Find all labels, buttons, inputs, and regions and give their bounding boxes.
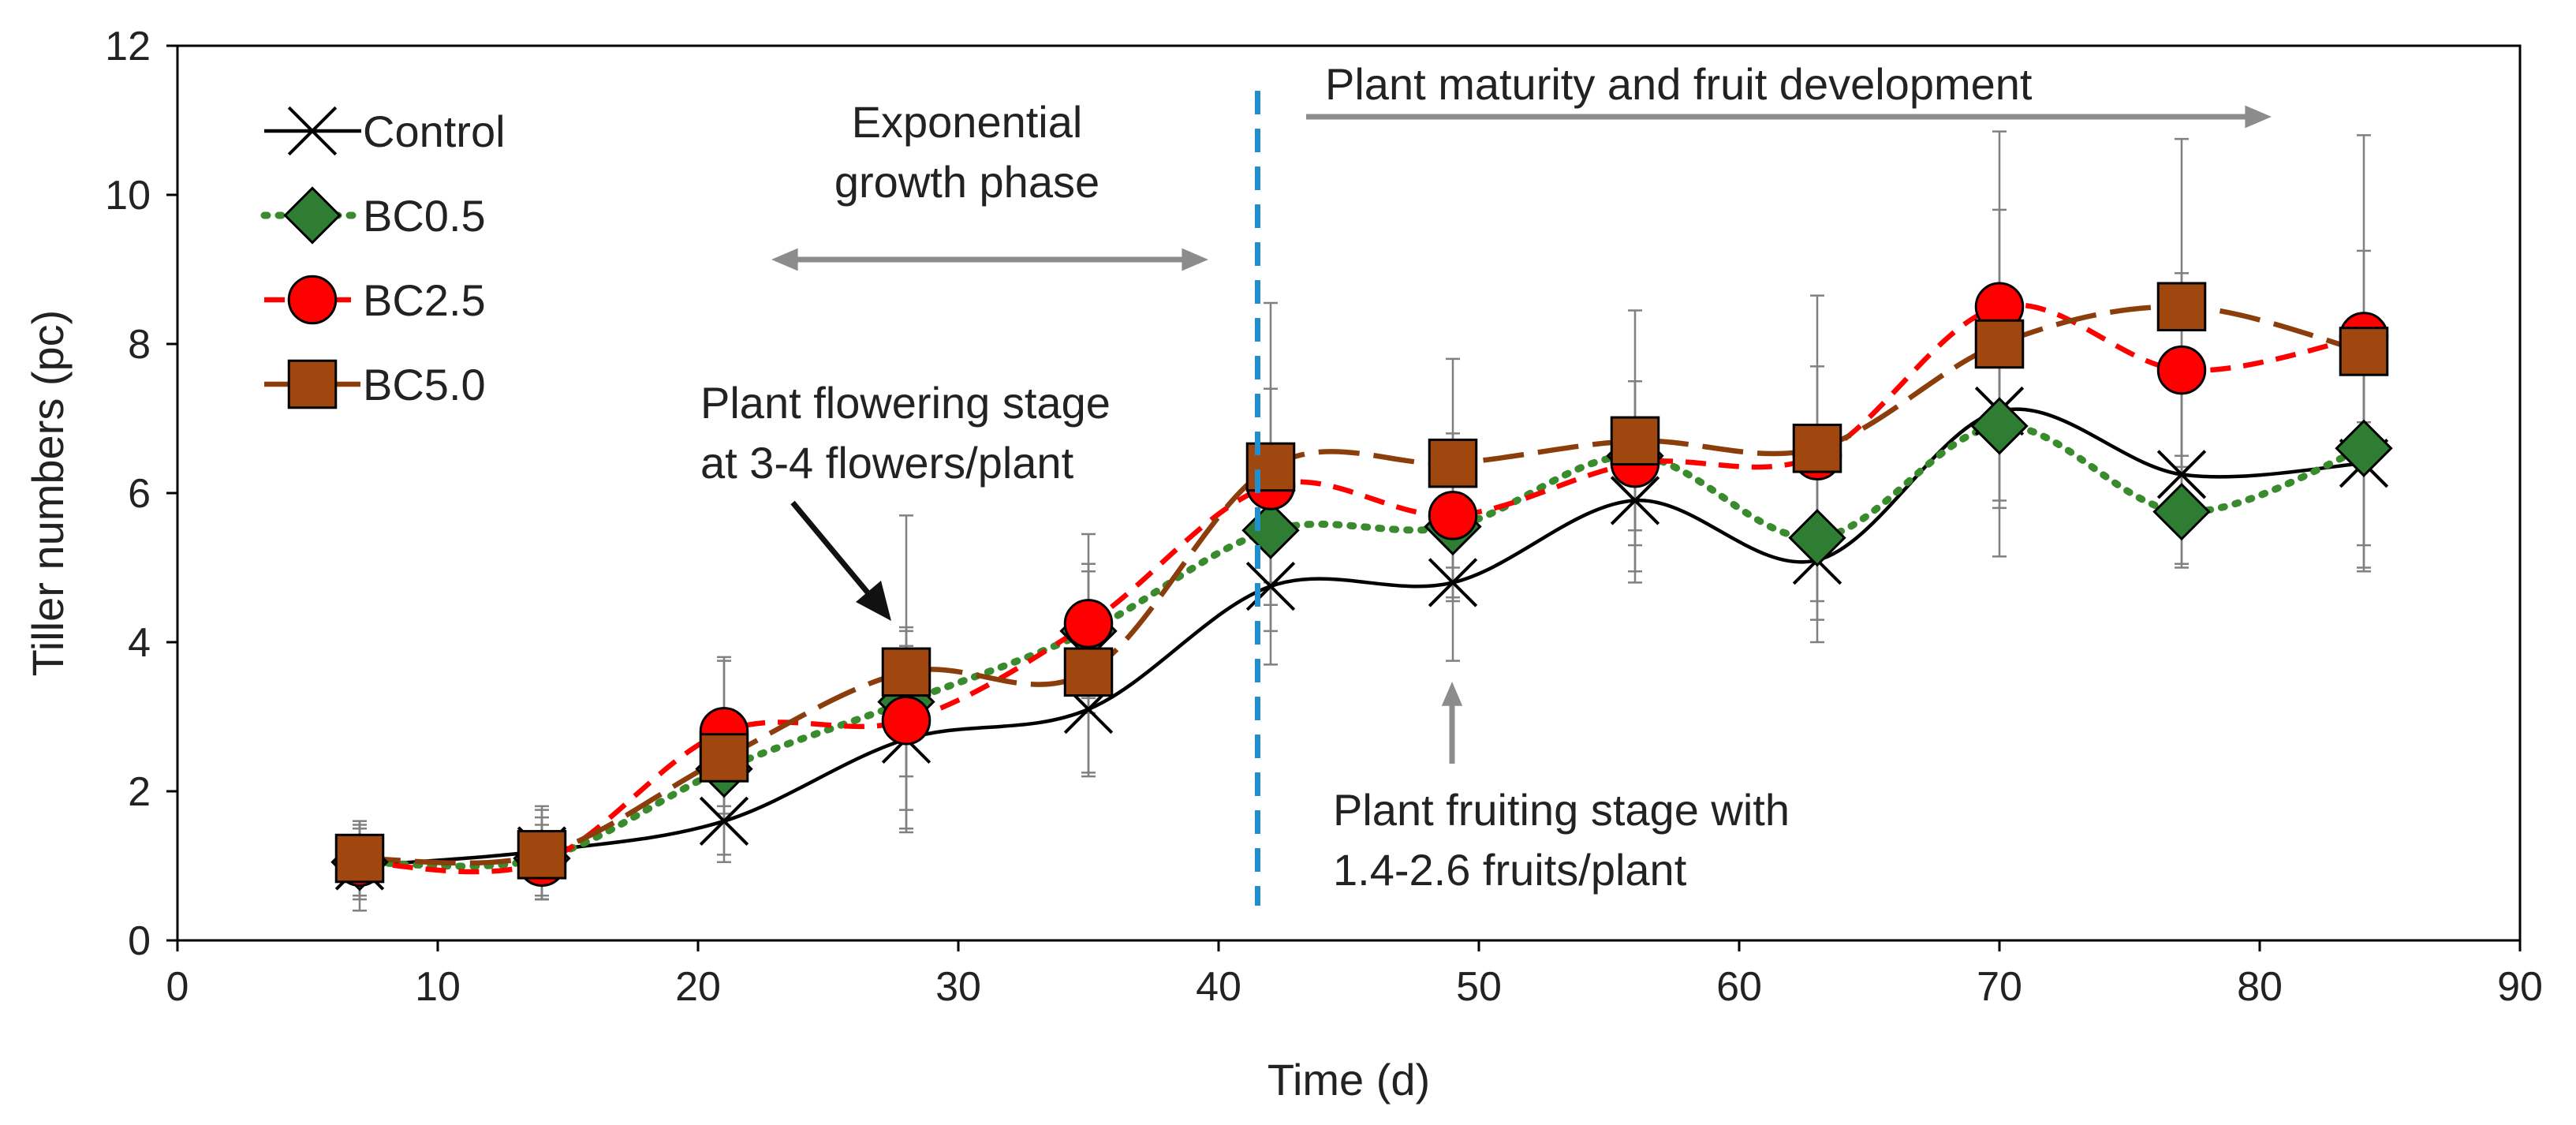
y-tick-label: 2 <box>128 769 151 815</box>
legend-label-bc5-0: BC5.0 <box>363 360 486 409</box>
x-tick-label: 50 <box>1456 964 1502 1010</box>
data-point-bc5-0 <box>517 830 567 880</box>
y-tick-label: 8 <box>128 322 151 368</box>
x-tick-label: 0 <box>166 964 189 1010</box>
x-tick-label: 60 <box>1716 964 1762 1010</box>
data-point-bc5-0 <box>334 833 385 884</box>
growth-phase-label-line2: growth phase <box>834 157 1099 207</box>
x-tick-label: 10 <box>415 964 461 1010</box>
data-point-control <box>1610 476 1660 525</box>
fruiting-label-line2: 1.4-2.6 fruits/plant <box>1333 845 1687 895</box>
flowering-label-line2: at 3-4 flowers/plant <box>700 438 1074 488</box>
series-line-control <box>359 407 2365 868</box>
x-axis-title: Time (d) <box>1267 1055 1430 1104</box>
data-point-control <box>699 796 749 846</box>
y-tick-label: 0 <box>128 918 151 964</box>
fruiting-label-line1: Plant fruiting stage with <box>1333 785 1790 835</box>
y-tick-label: 4 <box>128 620 151 666</box>
data-point-bc0-5 <box>1970 397 2029 455</box>
data-point-bc0-5 <box>1241 501 1300 559</box>
y-tick-label: 12 <box>105 24 151 69</box>
y-tick-label: 6 <box>128 471 151 517</box>
data-point-bc2-5 <box>2156 345 2207 395</box>
y-axis-title: Tiller numbers (pc) <box>23 310 73 677</box>
legend-label-control: Control <box>363 107 506 156</box>
growth-phase-arrowhead-right <box>1182 248 1208 271</box>
y-tick-label: 10 <box>105 173 151 219</box>
data-point-bc5-0 <box>2339 327 2389 376</box>
maturity-arrowhead <box>2245 105 2272 129</box>
annotations-layer: Exponential growth phase Plant maturity an… <box>700 59 2272 906</box>
x-tick-label: 80 <box>2237 964 2283 1010</box>
growth-phase-arrowhead-left <box>771 248 798 271</box>
x-tick-label: 70 <box>1977 964 2022 1010</box>
data-point-bc0-5 <box>2335 419 2393 477</box>
axes: 0 10 20 30 40 50 60 70 80 90 0 2 4 6 8 10 12 Time (d) Till… <box>23 24 2543 1104</box>
flowering-label-line1: Plant flowering stage <box>700 378 1111 428</box>
legend-marker-control <box>287 106 338 156</box>
series-line-bc5-0 <box>359 304 2365 866</box>
data-point-bc5-0 <box>1063 647 1114 697</box>
data-point-bc2-5 <box>881 695 931 746</box>
data-point-bc2-5 <box>1428 491 1478 540</box>
x-tick-label: 90 <box>2497 964 2543 1010</box>
data-point-bc5-0 <box>1792 424 1842 473</box>
data-point-bc5-0 <box>1974 319 2025 369</box>
x-tick-label: 20 <box>675 964 721 1010</box>
data-point-control <box>1428 558 1478 607</box>
legend-marker-bc2-5 <box>287 275 338 325</box>
x-tick-label: 30 <box>935 964 981 1010</box>
x-tick-label: 40 <box>1196 964 1241 1010</box>
legend-label-bc0-5: BC0.5 <box>363 191 486 241</box>
data-point-control <box>2156 450 2207 499</box>
data-point-bc5-0 <box>1610 416 1660 466</box>
data-point-bc5-0 <box>1245 442 1296 492</box>
data-point-bc5-0 <box>1428 438 1478 488</box>
data-point-bc5-0 <box>699 733 749 783</box>
legend-marker-bc0-5 <box>283 186 342 245</box>
fruiting-arrowhead <box>1441 682 1463 706</box>
data-point-bc0-5 <box>2152 482 2211 541</box>
flowering-arrow-shaft <box>790 500 874 600</box>
legend-marker-bc5-0 <box>287 359 338 409</box>
data-point-bc0-5 <box>1788 509 1846 567</box>
data-point-bc5-0 <box>881 647 931 697</box>
maturity-label: Plant maturity and fruit development <box>1325 59 2033 109</box>
legend: Control BC0.5 BC2.5 BC5.0 <box>260 106 506 409</box>
flowering-arrowhead <box>856 581 891 621</box>
growth-phase-label-line1: Exponential <box>852 97 1083 147</box>
data-point-bc2-5 <box>1063 599 1114 648</box>
data-point-bc5-0 <box>2156 282 2207 332</box>
series-line-bc2-5 <box>359 302 2365 875</box>
legend-label-bc2-5: BC2.5 <box>363 275 486 325</box>
